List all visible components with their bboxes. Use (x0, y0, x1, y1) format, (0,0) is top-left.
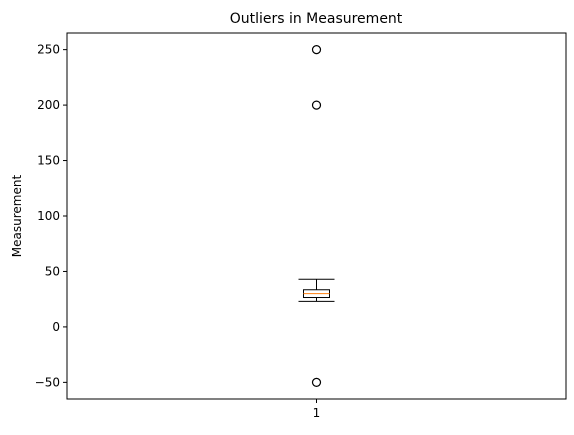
y-tick-label: 0 (52, 320, 60, 334)
outlier-point (311, 45, 322, 55)
chart-marks: −50 0 50 100 150 200 250 1 (35, 43, 335, 420)
outlier-point (311, 377, 322, 387)
y-tick-label: 50 (45, 264, 60, 278)
outlier-point (311, 100, 322, 110)
x-tick-label: 1 (313, 406, 321, 420)
y-tick-label: 250 (37, 43, 60, 57)
plot-frame (66, 32, 567, 400)
chart-title: Outliers in Measurement (230, 11, 403, 27)
y-tick-label: 100 (37, 209, 60, 223)
y-tick-label: −50 (35, 375, 60, 389)
y-tick-label: 200 (37, 98, 60, 112)
y-axis-label: Measurement (10, 175, 24, 258)
y-tick-label: 150 (37, 154, 60, 168)
